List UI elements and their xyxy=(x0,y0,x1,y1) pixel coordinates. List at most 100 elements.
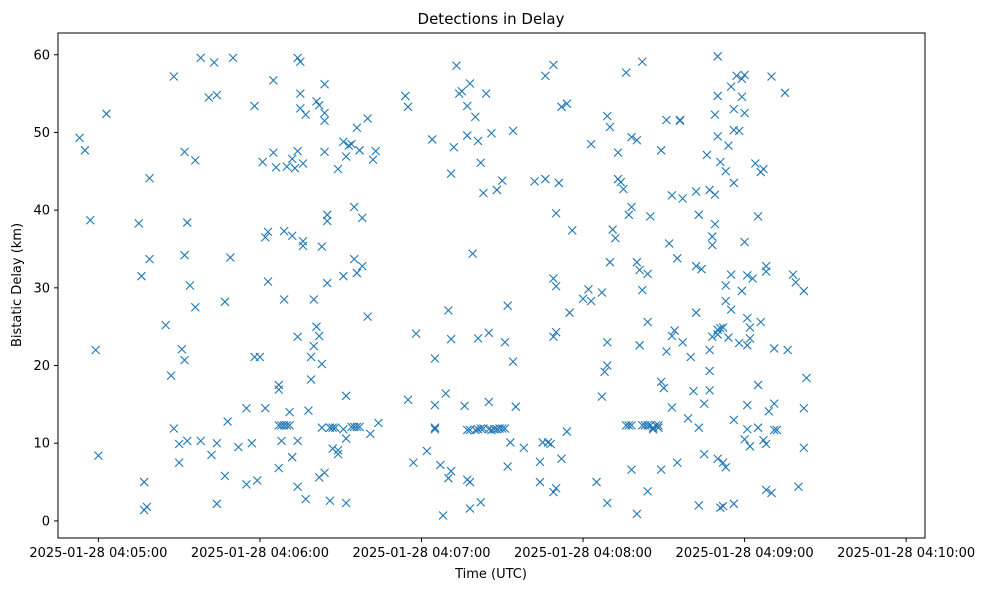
data-point-32 xyxy=(209,58,219,67)
data-point-81 xyxy=(295,89,305,98)
data-point-329 xyxy=(721,296,731,306)
data-point-43 xyxy=(242,480,251,489)
data-point-159 xyxy=(446,169,456,179)
data-point-34 xyxy=(212,90,222,100)
data-point-69 xyxy=(285,407,294,417)
data-point-255 xyxy=(627,132,636,142)
data-point-203 xyxy=(508,357,518,367)
data-point-0 xyxy=(75,133,84,143)
data-point-17 xyxy=(174,458,184,468)
data-point-135 xyxy=(357,261,367,271)
data-point-381 xyxy=(780,88,790,98)
data-point-59 xyxy=(274,463,284,473)
data-point-240 xyxy=(602,111,612,121)
data-point-318 xyxy=(713,91,723,101)
data-point-169 xyxy=(462,101,472,111)
data-point-388 xyxy=(799,443,809,453)
data-point-350 xyxy=(740,108,749,118)
data-point-25 xyxy=(185,281,195,290)
data-point-16 xyxy=(169,72,179,81)
data-point-33 xyxy=(212,499,222,509)
data-point-313 xyxy=(707,332,717,342)
data-point-158 xyxy=(446,334,456,344)
data-point-15 xyxy=(169,424,179,433)
data-point-121 xyxy=(341,498,351,508)
data-point-44 xyxy=(247,438,257,448)
data-point-20 xyxy=(180,355,189,365)
data-point-355 xyxy=(742,271,752,280)
data-point-22 xyxy=(180,147,189,157)
data-point-7 xyxy=(137,271,146,281)
data-point-149 xyxy=(430,423,440,433)
data-point-147 xyxy=(422,446,432,456)
data-point-261 xyxy=(635,340,644,350)
data-point-233 xyxy=(592,477,601,487)
data-point-338 xyxy=(729,104,739,114)
data-point-285 xyxy=(667,331,677,341)
data-point-118 xyxy=(339,424,348,434)
data-point-262 xyxy=(637,57,647,67)
data-point-201 xyxy=(505,438,515,447)
data-point-105 xyxy=(322,278,332,288)
data-point-231 xyxy=(586,139,596,149)
data-point-369 xyxy=(759,435,768,445)
data-point-248 xyxy=(619,184,628,194)
data-point-218 xyxy=(551,327,561,337)
data-point-269 xyxy=(643,486,653,496)
data-point-286 xyxy=(667,190,677,200)
data-point-134 xyxy=(357,213,367,223)
data-point-389 xyxy=(802,373,811,383)
data-point-232 xyxy=(586,296,596,306)
data-point-356 xyxy=(742,400,752,410)
data-point-353 xyxy=(742,340,752,350)
data-point-323 xyxy=(715,323,725,333)
data-point-339 xyxy=(729,499,739,509)
data-point-328 xyxy=(718,323,728,332)
data-point-277 xyxy=(656,465,666,475)
data-point-221 xyxy=(551,208,561,218)
data-point-27 xyxy=(190,156,200,165)
data-point-110 xyxy=(328,423,338,433)
data-point-342 xyxy=(729,415,739,425)
data-point-349 xyxy=(740,70,749,80)
data-point-368 xyxy=(759,164,768,174)
data-point-93 xyxy=(312,322,321,332)
data-point-289 xyxy=(672,253,682,263)
data-point-52 xyxy=(263,227,273,237)
data-point-5 xyxy=(102,109,111,119)
data-point-165 xyxy=(460,401,469,411)
data-point-123 xyxy=(344,141,354,151)
data-point-176 xyxy=(470,112,480,122)
data-point-241 xyxy=(605,257,615,267)
data-point-377 xyxy=(769,344,779,353)
data-point-116 xyxy=(339,137,348,147)
data-point-12 xyxy=(145,173,154,183)
data-point-155 xyxy=(441,389,451,398)
data-point-281 xyxy=(662,115,671,125)
data-point-143 xyxy=(403,102,413,112)
data-point-207 xyxy=(535,477,545,487)
data-point-139 xyxy=(368,155,378,165)
data-point-305 xyxy=(699,449,709,459)
data-point-189 xyxy=(487,128,496,138)
data-point-348 xyxy=(737,286,747,296)
data-point-124 xyxy=(347,139,356,149)
data-point-219 xyxy=(551,483,561,493)
data-point-344 xyxy=(734,126,744,136)
data-point-283 xyxy=(664,239,674,248)
data-point-145 xyxy=(409,458,418,468)
data-point-352 xyxy=(740,434,749,444)
data-point-65 xyxy=(279,295,289,304)
data-point-215 xyxy=(549,274,558,283)
y-tick-label-4: 40 xyxy=(33,204,50,219)
data-point-291 xyxy=(675,115,685,125)
data-point-227 xyxy=(565,308,574,318)
data-point-363 xyxy=(753,211,763,221)
data-point-30 xyxy=(204,93,214,102)
data-point-258 xyxy=(632,509,642,519)
data-point-78 xyxy=(293,146,303,156)
data-point-228 xyxy=(567,225,577,235)
data-point-239 xyxy=(602,337,612,347)
